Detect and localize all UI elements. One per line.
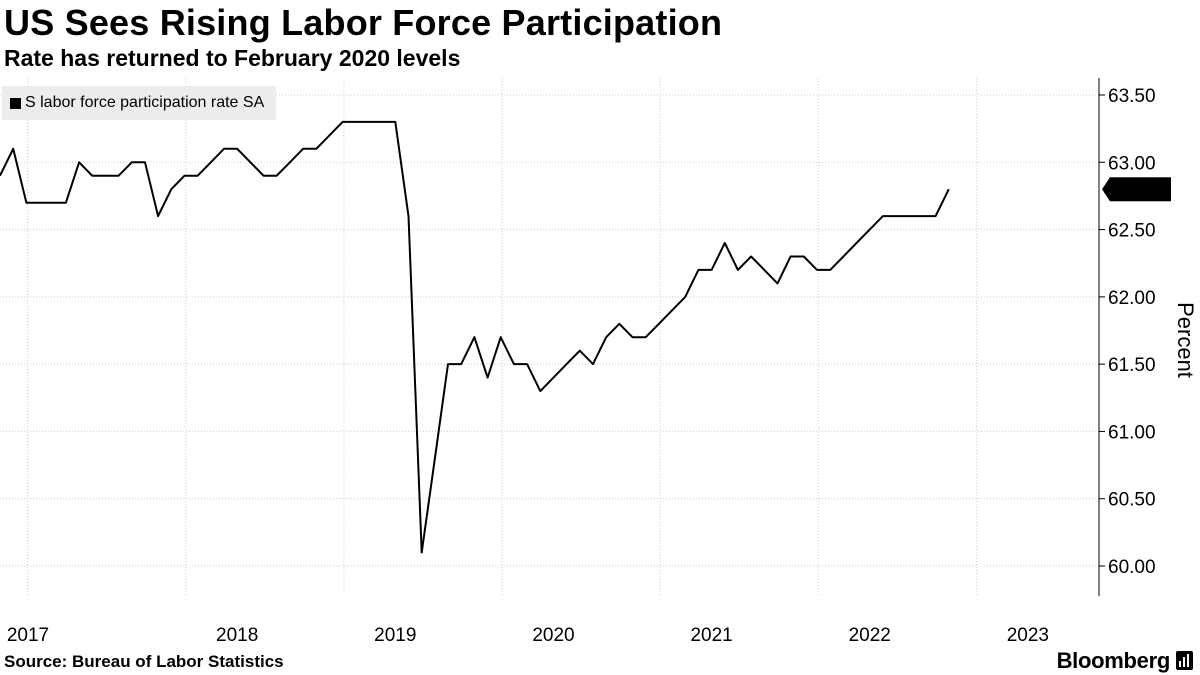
y-tick-label: 61.00 — [1108, 422, 1156, 443]
x-tick-label: 2017 — [7, 625, 49, 646]
y-tick-label: 60.50 — [1108, 490, 1156, 511]
legend: S labor force participation rate SA — [2, 86, 277, 120]
x-tick-label: 2021 — [690, 625, 732, 646]
badge-shape — [1102, 177, 1171, 202]
x-tick-label: 2020 — [532, 625, 574, 646]
y-tick-label: 60.00 — [1108, 557, 1156, 578]
bloomberg-terminal-icon — [1176, 651, 1193, 670]
x-tick-label: 2019 — [374, 625, 416, 646]
x-tick-label: 2018 — [216, 625, 258, 646]
chart-title: US Sees Rising Labor Force Participation — [4, 2, 723, 43]
chart-subtitle: Rate has returned to February 2020 level… — [4, 45, 461, 71]
horizontal-gridlines — [0, 94, 1099, 567]
y-tick-label: 62.50 — [1108, 221, 1156, 242]
y-tick-label: 61.50 — [1108, 355, 1156, 376]
y-axis-label: Percent — [1173, 302, 1198, 378]
x-tick-label: 2022 — [849, 625, 891, 646]
y-axis-ticks: 60.00 60.50 61.00 61.50 62.00 62.50 63.00 63.50 — [1099, 86, 1156, 578]
legend-label: S labor force participation rate SA — [25, 94, 265, 111]
legend-swatch — [10, 97, 21, 109]
vertical-gridlines — [27, 78, 977, 596]
badge-label: 62.80 — [1113, 180, 1161, 201]
last-value-badge: 62.80 — [1102, 177, 1171, 202]
x-axis-ticks: 2017 2018 2019 2020 2021 2022 2023 — [7, 625, 1049, 646]
x-tick-label: 2023 — [1007, 625, 1049, 646]
source-note: Source: Bureau of Labor Statistics — [4, 652, 284, 671]
y-tick-label: 63.50 — [1108, 86, 1156, 107]
series-line — [0, 120, 950, 554]
bloomberg-logo: Bloomberg — [1056, 648, 1171, 673]
y-tick-label: 62.00 — [1108, 288, 1156, 309]
y-tick-label: 63.00 — [1108, 153, 1156, 174]
